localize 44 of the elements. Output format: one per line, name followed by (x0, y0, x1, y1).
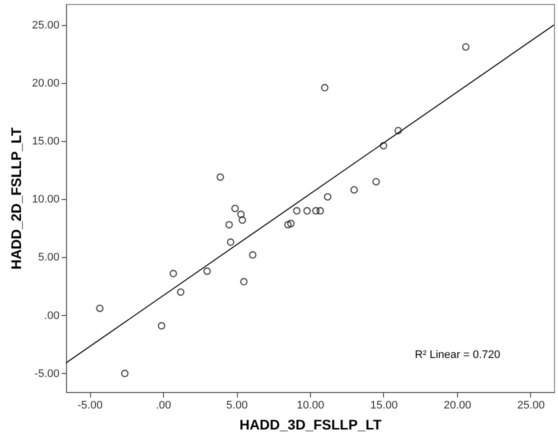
point (462, 43, 470, 51)
y-tick-label: 20.00 (32, 77, 60, 90)
point (303, 207, 311, 215)
x-tick-label: 25.00 (517, 400, 545, 412)
point (293, 207, 301, 215)
annotation: R² Linear = 0.720 (414, 349, 500, 362)
point (203, 267, 211, 275)
point (316, 207, 324, 215)
y-tick-label: .00 (44, 310, 60, 322)
point (287, 220, 295, 228)
point (237, 210, 245, 218)
point (231, 204, 239, 212)
point (284, 220, 292, 228)
x-tick-label: 15.00 (370, 400, 398, 412)
x-tick-label: .00 (156, 400, 172, 412)
point (324, 193, 332, 201)
x-tick-label: 10.00 (296, 400, 324, 412)
point (225, 220, 233, 228)
point (350, 186, 358, 194)
x-axis-title: HADD_3D_FSLLP_LT (239, 416, 382, 432)
point (312, 207, 320, 215)
y-tick-label: 5.00 (38, 252, 60, 264)
x-tick-label: -5.00 (77, 400, 103, 412)
point (226, 238, 234, 246)
y-axis-title: HADD_2D_FSLLP_LT (8, 127, 24, 270)
point (96, 304, 104, 312)
point (240, 278, 248, 286)
x-tick-label: 20.00 (444, 400, 472, 412)
point (176, 288, 184, 296)
y-tick-label: 25.00 (32, 19, 60, 32)
point (216, 173, 224, 181)
point (170, 270, 178, 278)
x-tick-label: 5.00 (226, 400, 248, 412)
point (380, 142, 388, 150)
point (394, 126, 402, 134)
point (372, 178, 380, 186)
y-tick-label: 15.00 (32, 136, 60, 148)
point (121, 370, 129, 378)
point (248, 251, 256, 259)
point (158, 322, 166, 330)
point (320, 84, 328, 92)
point (238, 216, 246, 224)
y-tick-label: 10.00 (32, 194, 60, 206)
y-tick-label: -5.00 (34, 368, 60, 380)
